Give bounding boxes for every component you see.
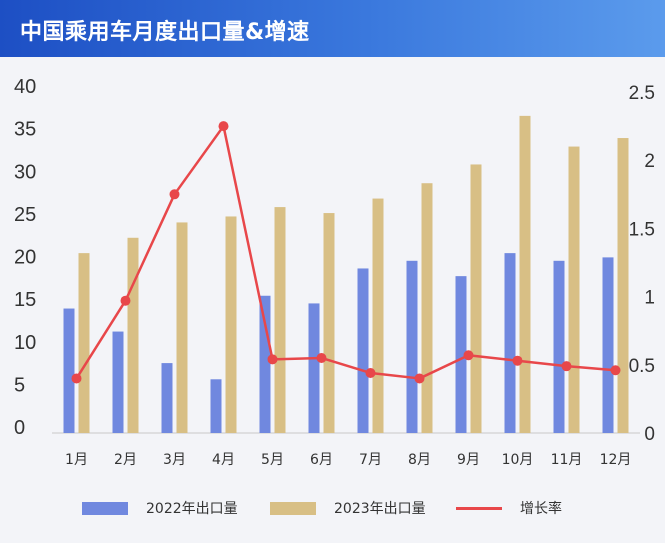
legend-label-2022: 2022年出口量 xyxy=(146,501,238,517)
bar-2023 xyxy=(421,183,433,433)
bar-2023 xyxy=(127,237,139,433)
x-axis-tick-label: 12月 xyxy=(600,452,632,468)
x-axis-tick-label: 6月 xyxy=(310,452,333,468)
growth-line xyxy=(75,124,616,380)
right-axis-tick-label: 0 xyxy=(644,424,655,445)
bar-2023 xyxy=(519,115,531,433)
growth-point xyxy=(414,373,425,384)
bar-2023 xyxy=(470,164,482,433)
x-axis-tick-label: 7月 xyxy=(359,452,382,468)
x-axis-tick-label: 5月 xyxy=(261,452,284,468)
bar-2022 xyxy=(63,308,75,433)
bar-2022 xyxy=(357,268,369,433)
bar-2023 xyxy=(225,216,237,433)
growth-point xyxy=(218,121,229,132)
right-axis-tick-label: 2.5 xyxy=(629,83,655,104)
bar-2023 xyxy=(372,198,384,433)
bar-2022 xyxy=(553,260,565,433)
legend-item-2023: 2023年出口量 xyxy=(270,498,426,518)
chart-header: 中国乘用车月度出口量&增速 xyxy=(0,0,665,57)
x-axis-tick-label: 3月 xyxy=(163,452,186,468)
legend-swatch-growth xyxy=(456,506,502,510)
x-axis-tick-label: 8月 xyxy=(408,452,431,468)
growth-point xyxy=(267,354,278,365)
bar-2022 xyxy=(210,379,222,433)
left-axis-tick-label: 35 xyxy=(14,119,36,141)
legend-item-2022: 2022年出口量 xyxy=(82,498,238,518)
right-axis-tick-label: 0.5 xyxy=(629,356,655,377)
bar-2023 xyxy=(568,146,580,433)
right-axis-tick-label: 1 xyxy=(644,288,655,309)
legend-label-2023: 2023年出口量 xyxy=(334,501,426,517)
bar-2022 xyxy=(308,303,320,433)
chart-title: 中国乘用车月度出口量&增速 xyxy=(20,20,310,45)
left-axis-tick-label: 20 xyxy=(14,247,36,269)
bar-2023 xyxy=(323,213,335,433)
left-axis-tick-label: 0 xyxy=(14,417,25,439)
bar-2023 xyxy=(274,207,286,433)
chart-plot: 40 35 30 25 20 15 10 5 0 2.5 2 1.5 1 0.5 0 1月 2月 3月 4月 5月 6月… xyxy=(14,76,655,468)
growth-point xyxy=(120,295,131,306)
bar-2022 xyxy=(455,276,467,433)
left-axis-tick-label: 15 xyxy=(14,289,36,311)
growth-point xyxy=(316,352,327,363)
growth-point xyxy=(561,361,572,372)
legend-label-growth: 增长率 xyxy=(520,501,562,517)
left-axis-tick-label: 10 xyxy=(14,332,36,354)
x-axis-tick-label: 1月 xyxy=(65,452,88,468)
x-axis-tick-label: 11月 xyxy=(551,452,583,468)
left-axis-tick-label: 30 xyxy=(14,161,36,183)
growth-point xyxy=(365,367,376,378)
bar-2022 xyxy=(259,295,271,433)
legend-item-growth: 增长率 xyxy=(456,498,562,518)
left-axis-tick-label: 5 xyxy=(14,374,25,396)
bar-2022 xyxy=(406,260,418,433)
right-axis-tick-label: 1.5 xyxy=(629,219,655,240)
x-axis-tick-label: 2月 xyxy=(114,452,137,468)
legend-swatch-2022 xyxy=(82,501,128,515)
bar-2022 xyxy=(161,363,173,433)
left-axis-tick-label: 40 xyxy=(14,76,36,98)
left-axis-tick-label: 25 xyxy=(14,204,36,226)
legend-swatch-2023 xyxy=(270,501,316,515)
x-axis-tick-label: 10月 xyxy=(502,452,534,468)
right-axis-tick-label: 2 xyxy=(644,151,655,172)
bar-2023 xyxy=(617,138,629,433)
bar-2023 xyxy=(78,253,90,433)
growth-point xyxy=(71,373,82,384)
bar-2022 xyxy=(112,331,124,433)
growth-point xyxy=(610,365,621,376)
growth-point xyxy=(512,355,523,366)
growth-point xyxy=(169,189,180,200)
growth-point xyxy=(463,350,474,361)
bar-2022 xyxy=(602,257,614,433)
bar-2022 xyxy=(504,253,516,433)
x-axis-tick-label: 9月 xyxy=(457,452,480,468)
bar-2023 xyxy=(176,222,188,433)
x-axis-tick-label: 4月 xyxy=(212,452,235,468)
